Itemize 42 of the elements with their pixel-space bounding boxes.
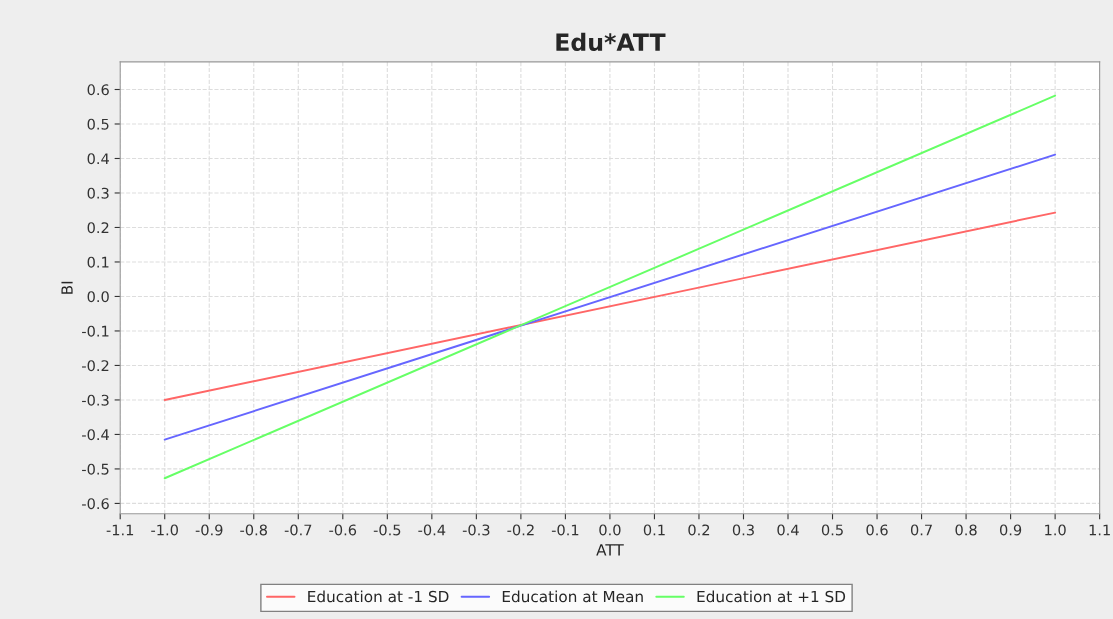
x-tick-label: 0.6 <box>866 524 888 536</box>
y-tick-label: 0.1 <box>87 256 109 268</box>
x-tick-label: -1.1 <box>106 524 134 536</box>
legend-label: Education at Mean <box>502 590 643 603</box>
y-tick-label: 0.3 <box>87 187 109 199</box>
y-tick-label: 0.5 <box>87 118 109 130</box>
y-tick-label: 0.4 <box>87 153 109 165</box>
x-tick-label: -0.7 <box>284 524 312 536</box>
chart-title: Edu*ATT <box>556 32 666 52</box>
x-tick-label: -0.3 <box>462 524 490 536</box>
legend-label: Education at +1 SD <box>697 590 846 603</box>
y-tick-label: -0.4 <box>82 429 109 441</box>
x-tick-label: 1.0 <box>1045 524 1066 536</box>
x-tick-label: 0.0 <box>599 524 621 536</box>
x-tick-label: -0.4 <box>418 524 446 536</box>
y-axis-title: BI <box>61 281 73 294</box>
y-tick-label: 0.0 <box>87 291 109 303</box>
x-tick-label: -0.8 <box>240 524 267 536</box>
x-tick-label: 0.5 <box>821 524 843 536</box>
legend-label: Education at -1 SD <box>308 590 449 603</box>
y-tick-label: 0.2 <box>87 222 109 234</box>
y-tick-label: -0.5 <box>82 463 109 475</box>
x-tick-label: 1.1 <box>1089 524 1110 536</box>
x-tick-label: -0.5 <box>373 524 401 536</box>
y-tick-label: -0.2 <box>82 360 109 372</box>
x-tick-label: 0.8 <box>955 524 977 536</box>
y-tick-label: -0.1 <box>82 325 109 337</box>
x-tick-label: -0.2 <box>507 524 534 536</box>
x-tick-label: -0.1 <box>551 524 579 536</box>
x-tick-label: 0.3 <box>732 524 754 536</box>
x-axis-title: ATT <box>596 544 624 556</box>
x-tick-label: 0.4 <box>777 524 799 536</box>
x-tick-label: 0.9 <box>999 524 1022 536</box>
x-tick-label: 0.1 <box>643 524 665 536</box>
x-tick-label: 0.7 <box>910 524 932 536</box>
y-tick-label: -0.6 <box>82 498 109 510</box>
y-tick-label: -0.3 <box>82 394 109 406</box>
x-tick-label: -0.9 <box>195 524 223 536</box>
x-tick-label: -0.6 <box>329 524 357 536</box>
x-tick-label: 0.2 <box>688 524 710 536</box>
y-tick-label: 0.6 <box>87 84 109 96</box>
x-tick-label: -1.0 <box>151 524 178 536</box>
